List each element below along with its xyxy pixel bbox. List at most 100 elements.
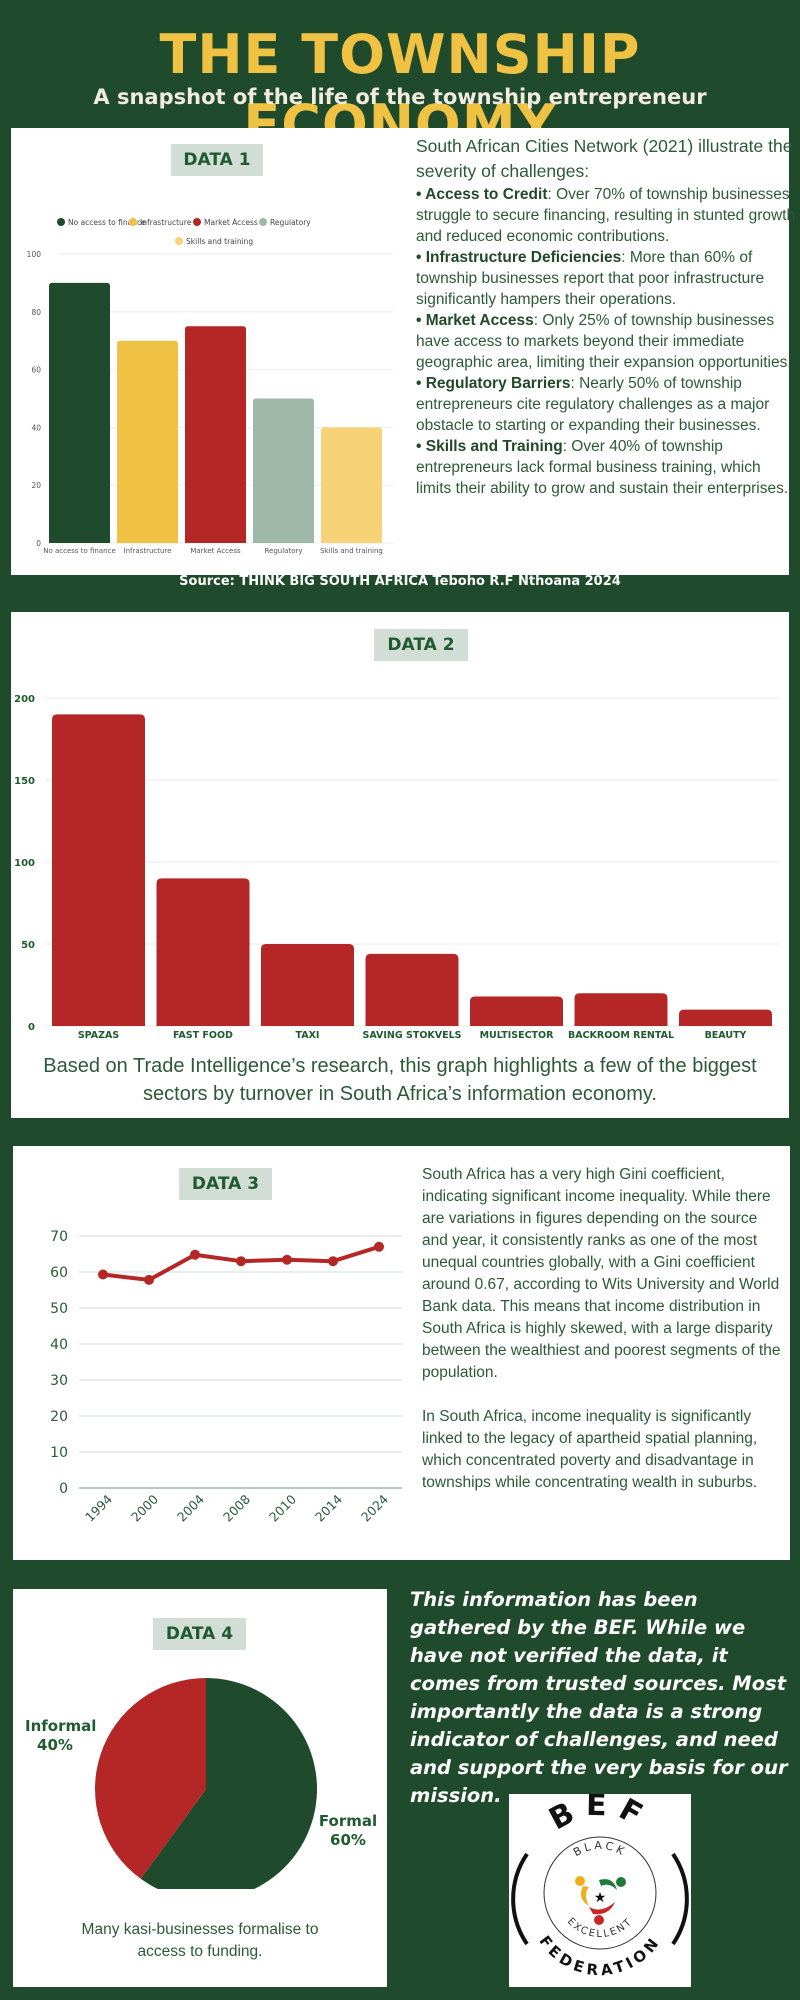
- x-tick-label: Regulatory: [264, 547, 302, 555]
- data2-badge: DATA 2: [374, 629, 468, 661]
- y-tick-label: 50: [50, 1301, 68, 1317]
- pie-slice: [95, 1678, 206, 1879]
- data1-intro: South African Cities Network (2021) illu…: [416, 136, 793, 181]
- y-tick-label: 20: [50, 1409, 68, 1425]
- bar: [261, 944, 354, 1026]
- legend-label: Market Access: [204, 218, 258, 227]
- y-tick-label: 20: [31, 481, 41, 490]
- data1-bullet-item: • Skills and Training: Over 40% of towns…: [416, 436, 798, 499]
- data2-caption-line1: Based on Trade Intelligence’s research, …: [43, 1055, 757, 1077]
- svg-text:BEF: BEF: [543, 1794, 656, 1837]
- x-tick-label: Skills and training: [320, 547, 383, 555]
- y-tick-label: 50: [21, 940, 35, 951]
- data1-bullet-item: • Market Access: Only 25% of township bu…: [416, 310, 798, 373]
- bar: [470, 996, 563, 1026]
- x-tick-label: 2008: [220, 1491, 253, 1524]
- bar: [253, 398, 314, 543]
- y-tick-label: 10: [50, 1445, 68, 1461]
- legend-swatch: [57, 218, 65, 226]
- logo-bef-text: BEF: [543, 1788, 646, 1838]
- pie-slice: [140, 1678, 318, 1889]
- bef-logo: BEF BLACK EXCELLENT FEDERATION ★: [509, 1788, 691, 1987]
- x-tick-label: SPAZAS: [78, 1030, 120, 1041]
- data1-bullet-list: • Access to Credit: Over 70% of township…: [416, 184, 798, 499]
- x-tick-label: 2000: [128, 1491, 161, 1524]
- data-point: [374, 1241, 384, 1252]
- bef-logo-graphic: BEF BLACK EXCELLENT FEDERATION ★: [511, 1788, 689, 1979]
- data2-panel: DATA 2 0 50 100 150 200 SPAZAS FAST FOOD TAXI SA…: [11, 612, 789, 1118]
- bar: [365, 953, 459, 1026]
- data1-source: Source: THINK BIG SOUTH AFRICA Teboho R.…: [179, 574, 621, 589]
- data1-badge: DATA 1: [171, 144, 263, 176]
- x-tick-label: BEAUTY: [705, 1030, 747, 1041]
- bullet-title: • Infrastructure Deficiencies: [416, 249, 622, 266]
- x-tick-label: 2024: [358, 1491, 391, 1524]
- data2-caption: Based on Trade Intelligence’s research, …: [11, 1052, 789, 1108]
- y-tick-label: 60: [50, 1265, 68, 1281]
- y-tick-label: 0: [28, 1022, 35, 1033]
- x-tick-label: TAXI: [296, 1030, 320, 1041]
- x-tick-label: Market Access: [190, 547, 241, 555]
- data2-bar-chart: 0 50 100 150 200 SPAZAS FAST FOOD TAXI SAVING ST…: [14, 694, 779, 1041]
- data3-badge: DATA 3: [179, 1168, 272, 1200]
- x-tick-label: 1994: [82, 1491, 115, 1524]
- legend-swatch: [259, 218, 267, 226]
- y-tick-label: 60: [31, 366, 41, 375]
- informal-label-text: Informal: [25, 1717, 97, 1735]
- bar: [185, 326, 246, 543]
- bullet-text: : Over 70% of township businesses strugg…: [416, 186, 796, 245]
- bullet-title: • Access to Credit: [416, 186, 548, 203]
- svg-text:BLACK: BLACK: [571, 1839, 629, 1859]
- data4-panel: DATA 4 Informal 40% Formal 60% Many kasi…: [13, 1589, 387, 1987]
- data4-caption-line1: Many kasi-businesses formalise to: [81, 1921, 319, 1938]
- logo-black-text: BLACK: [571, 1839, 626, 1859]
- y-tick-label: 0: [59, 1481, 68, 1497]
- legend-swatch: [175, 237, 183, 245]
- data-point: [190, 1249, 200, 1260]
- y-tick-label: 150: [14, 776, 35, 787]
- formal-label-text: Formal: [318, 1812, 378, 1830]
- x-tick-label: 2004: [174, 1491, 207, 1524]
- y-tick-label: 0: [36, 539, 41, 548]
- bullet-text: : Over 40% of township entrepreneurs lac…: [416, 438, 789, 497]
- bullet-title: • Skills and Training: [416, 438, 563, 455]
- y-tick-label: 40: [50, 1337, 68, 1353]
- bullet-text: : More than 60% of township businesses r…: [416, 249, 765, 308]
- data4-formal-label: Formal 60%: [318, 1812, 378, 1850]
- data3-line-chart: 0 10 20 30 40 50 60 70 1994 2000 2004 2008 2010 2014 2…: [50, 1229, 402, 1525]
- star-icon: ★: [594, 1890, 607, 1906]
- page-subtitle: A snapshot of the life of the township e…: [93, 85, 707, 109]
- y-tick-label: 100: [27, 250, 42, 259]
- data3-panel: DATA 3 0 10 20 30 40 50 60 70 1994 2000 2004 2008 20…: [13, 1146, 790, 1560]
- page-title: THE TOWNSHIP ECONOMY: [159, 23, 641, 156]
- x-tick-label: 2010: [266, 1491, 299, 1524]
- bef-statement: This information has been gathered by th…: [410, 1588, 788, 1807]
- data1-panel: DATA 1 No access to finance Infrastructur…: [11, 128, 795, 575]
- y-tick-label: 40: [31, 423, 41, 432]
- data3-paragraph-1: South Africa has a very high Gini coeffi…: [422, 1166, 781, 1381]
- data1-bullet-item: • Access to Credit: Over 70% of township…: [416, 184, 798, 247]
- legend-label: Infrastructure: [140, 218, 192, 227]
- y-tick-label: 200: [14, 694, 35, 705]
- x-tick-label: Infrastructure: [124, 547, 172, 555]
- x-tick-label: MULTISECTOR: [480, 1030, 555, 1041]
- x-tick-label: BACKROOM RENTAL: [568, 1030, 674, 1041]
- data3-paragraph-2: In South Africa, income inequality is si…: [422, 1408, 758, 1491]
- legend-label: No access to finance: [68, 218, 146, 227]
- bullet-title: • Market Access: [416, 312, 534, 329]
- x-tick-label: No access to finance: [43, 547, 116, 555]
- data4-pie-chart: [95, 1678, 318, 1889]
- formal-pct-text: 60%: [330, 1831, 366, 1849]
- bullet-text: : Nearly 50% of township entrepreneurs c…: [416, 375, 770, 434]
- x-tick-label: 2014: [312, 1491, 345, 1524]
- data3-text: South Africa has a very high Gini coeffi…: [422, 1164, 782, 1494]
- bar: [156, 878, 250, 1026]
- legend-label: Skills and training: [186, 237, 253, 246]
- data1-bullet-item: • Regulatory Barriers: Nearly 50% of tow…: [416, 373, 798, 436]
- data-point: [328, 1256, 338, 1267]
- bar: [49, 282, 110, 543]
- y-tick-label: 30: [50, 1373, 68, 1389]
- data1-text: South African Cities Network (2021) illu…: [416, 134, 798, 499]
- data2-caption-line2: sectors by turnover in South Africa’s in…: [143, 1083, 657, 1105]
